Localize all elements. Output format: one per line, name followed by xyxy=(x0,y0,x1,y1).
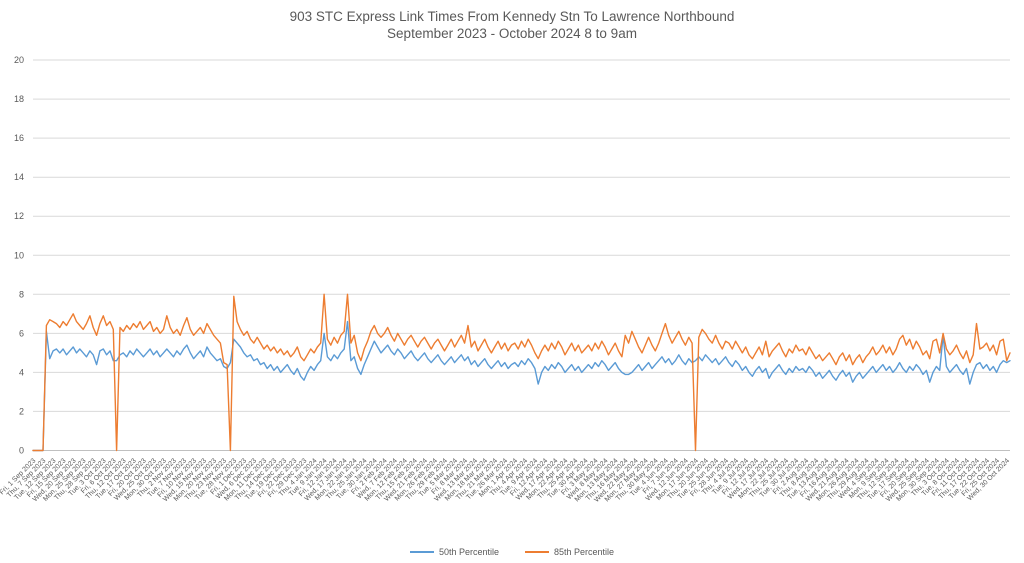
y-axis-tick-label: 8 xyxy=(19,289,24,299)
y-axis-tick-label: 6 xyxy=(19,328,24,338)
y-axis-tick-label: 4 xyxy=(19,367,24,377)
y-axis-tick-label: 2 xyxy=(19,406,24,416)
y-axis-tick-label: 20 xyxy=(14,55,24,65)
legend-item-50th-percentile[interactable]: 50th Percentile xyxy=(409,547,499,557)
legend-item-85th-percentile[interactable]: 85th Percentile xyxy=(525,547,614,557)
y-axis-tick-label: 14 xyxy=(14,172,24,182)
legend-line-swatch xyxy=(409,551,434,553)
y-axis-tick-label: 12 xyxy=(14,211,24,221)
legend-label: 85th Percentile xyxy=(554,547,615,557)
chart-title-block: 903 STC Express Link Times From Kennedy … xyxy=(0,8,1024,42)
chart-subtitle: September 2023 - October 2024 8 to 9am xyxy=(387,26,637,41)
chart-title: 903 STC Express Link Times From Kennedy … xyxy=(289,9,735,24)
legend-line-swatch xyxy=(525,551,549,553)
legend-label: 50th Percentile xyxy=(438,547,499,557)
legend: 50th Percentile 85th Percentile xyxy=(0,547,1024,557)
y-axis-tick-label: 18 xyxy=(14,94,24,104)
y-axis-tick-label: 10 xyxy=(14,250,24,260)
series-line-85th-percentile xyxy=(32,293,1011,452)
y-axis-tick-label: 16 xyxy=(14,133,24,143)
y-axis-tick-label: 0 xyxy=(19,446,24,456)
series-line-50th-percentile xyxy=(32,320,1011,452)
